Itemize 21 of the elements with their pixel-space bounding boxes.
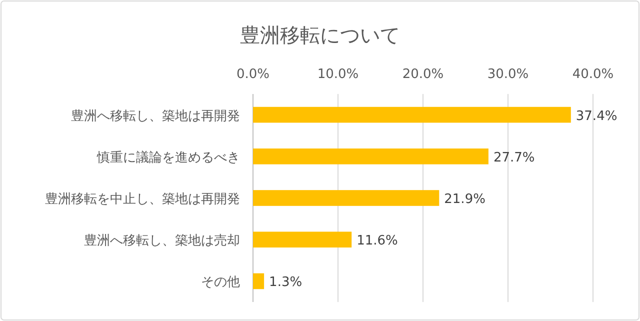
data-label: 27.7% bbox=[493, 150, 535, 166]
x-tick-label: 30.0% bbox=[487, 67, 529, 82]
y-tick-label: その他 bbox=[201, 275, 240, 290]
x-tick-label: 10.0% bbox=[317, 67, 359, 82]
y-tick-label: 豊洲へ移転し、築地は再開発 bbox=[71, 108, 240, 124]
y-tick-label: 慎重に議論を進めるべき bbox=[96, 150, 240, 166]
data-label: 11.6% bbox=[356, 234, 398, 249]
bar bbox=[253, 106, 571, 123]
chart-title: 豊洲移転について bbox=[240, 23, 400, 47]
x-tick-label: 40.0% bbox=[572, 67, 614, 82]
data-label: 21.9% bbox=[444, 192, 486, 207]
y-tick-label: 豊洲移転を中止し、築地は再開発 bbox=[45, 192, 240, 207]
data-label: 37.4% bbox=[576, 108, 618, 124]
y-tick-label: 豊洲へ移転し、築地は売却 bbox=[84, 234, 240, 249]
data-label: 1.3% bbox=[269, 275, 302, 290]
x-tick-label: 0.0% bbox=[236, 67, 270, 82]
bar bbox=[253, 232, 352, 248]
bar bbox=[253, 148, 488, 164]
bar bbox=[253, 190, 440, 206]
x-tick-label: 20.0% bbox=[402, 67, 444, 82]
bar bbox=[253, 273, 264, 290]
